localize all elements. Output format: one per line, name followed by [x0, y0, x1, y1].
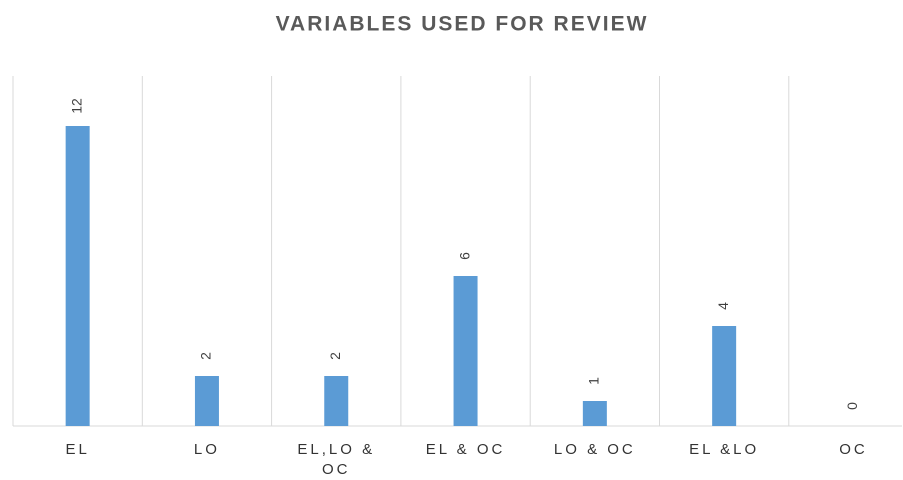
x-tick-label: LO & OC [553, 441, 636, 458]
x-tick-label: LO [193, 441, 220, 458]
bar [324, 376, 349, 426]
x-tick-label: EL &LO [689, 441, 760, 458]
x-tick-label: EL,LO & OC [297, 441, 376, 478]
x-tick-label: EL & OC [425, 441, 506, 458]
bar [194, 376, 219, 426]
data-label: 1 [586, 377, 602, 385]
data-label: 2 [198, 352, 214, 360]
bar [65, 126, 90, 426]
data-label: 0 [844, 402, 860, 410]
x-tick-label: OC [839, 441, 868, 458]
chart-title: VARIABLES USED FOR REVIEW [276, 13, 649, 36]
data-label: 4 [715, 302, 731, 310]
data-label: 12 [68, 98, 84, 114]
bar [712, 326, 737, 426]
bar [582, 401, 607, 426]
x-tick-label: EL [65, 441, 90, 458]
data-label: 6 [456, 252, 472, 260]
data-label: 2 [327, 352, 343, 360]
bar [453, 276, 478, 426]
